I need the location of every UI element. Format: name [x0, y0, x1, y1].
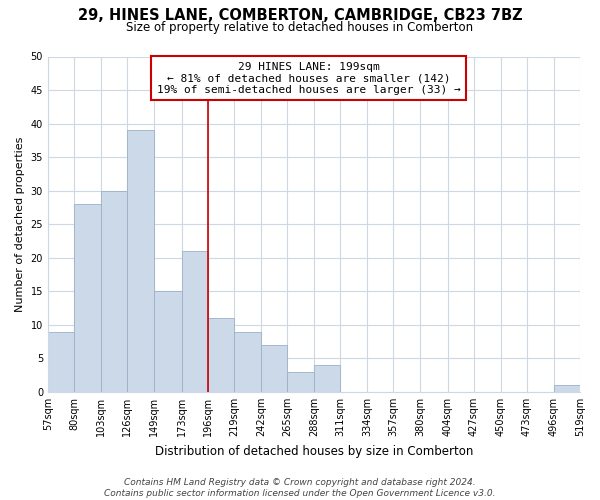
Bar: [235, 332, 261, 392]
Text: 29 HINES LANE: 199sqm
← 81% of detached houses are smaller (142)
19% of semi-det: 29 HINES LANE: 199sqm ← 81% of detached …: [157, 62, 461, 94]
Bar: [101, 190, 127, 392]
Bar: [48, 332, 74, 392]
Text: Contains HM Land Registry data © Crown copyright and database right 2024.
Contai: Contains HM Land Registry data © Crown c…: [104, 478, 496, 498]
Bar: [182, 251, 208, 392]
Bar: [554, 385, 580, 392]
Bar: [127, 130, 154, 392]
Bar: [74, 204, 101, 392]
Text: 29, HINES LANE, COMBERTON, CAMBRIDGE, CB23 7BZ: 29, HINES LANE, COMBERTON, CAMBRIDGE, CB…: [77, 8, 523, 22]
Bar: [154, 292, 182, 392]
Text: Size of property relative to detached houses in Comberton: Size of property relative to detached ho…: [127, 21, 473, 34]
Y-axis label: Number of detached properties: Number of detached properties: [15, 136, 25, 312]
Bar: [314, 365, 340, 392]
Bar: [287, 372, 314, 392]
X-axis label: Distribution of detached houses by size in Comberton: Distribution of detached houses by size …: [155, 444, 473, 458]
Bar: [208, 318, 235, 392]
Bar: [261, 345, 287, 392]
